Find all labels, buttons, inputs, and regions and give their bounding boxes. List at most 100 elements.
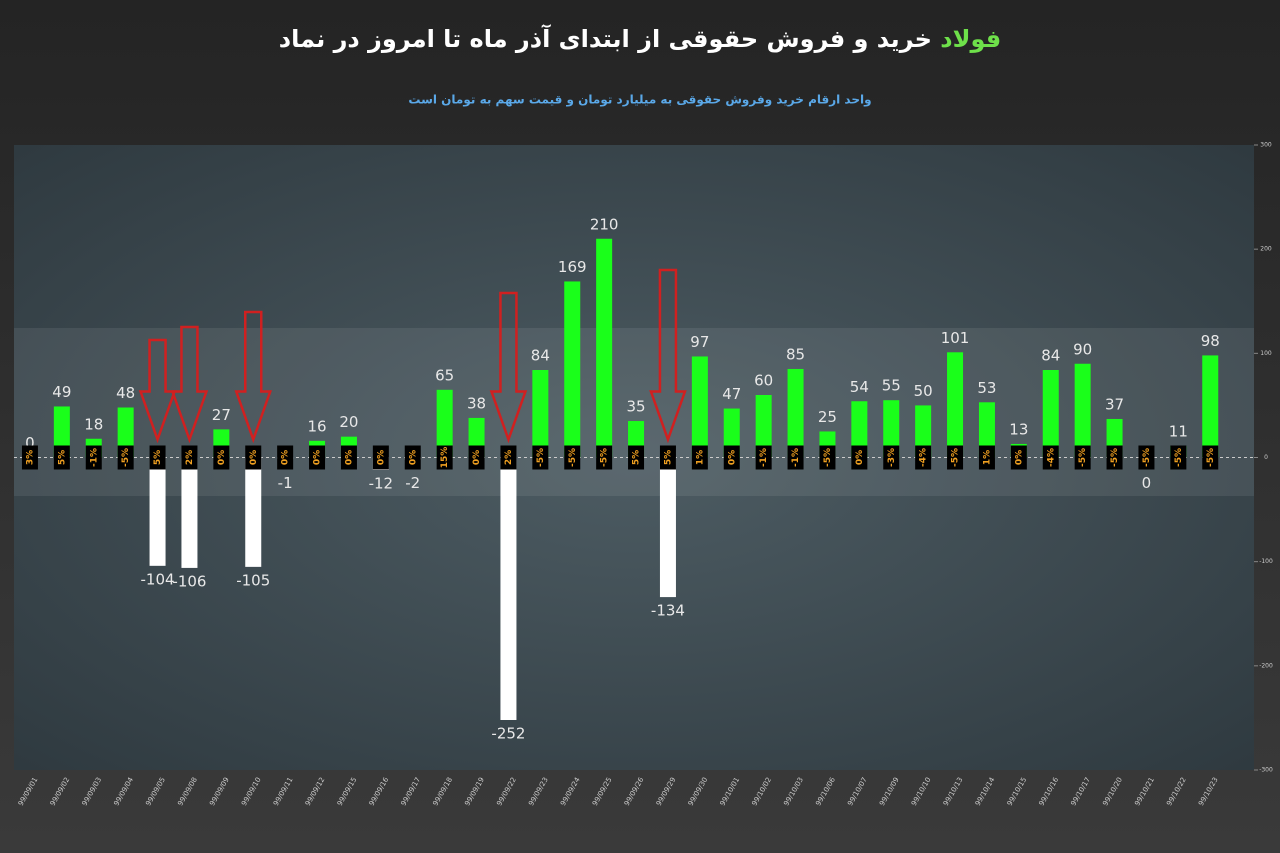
bar: [915, 405, 932, 458]
chart-subtitle: واحد ارقام خرید وفروش حقوقی به میلیارد ت…: [408, 93, 871, 108]
change-label: -4%: [1046, 448, 1056, 467]
change-box: [1138, 445, 1155, 470]
change-box: [1170, 445, 1187, 470]
data-label: 60: [754, 372, 773, 390]
chart-title: فولاد خرید و فروش حقوقی از ابتدای آذر ما…: [279, 24, 1001, 53]
change-box: [1202, 445, 1219, 470]
change-box: [436, 445, 453, 470]
y-tick-label: -200: [1259, 662, 1273, 669]
data-label: 37: [1105, 395, 1124, 413]
change-box: [532, 445, 549, 470]
bar: [181, 457, 198, 568]
change-label: -4%: [919, 448, 929, 467]
change-box: [117, 445, 134, 470]
change-label: 5%: [663, 450, 673, 465]
data-label: -105: [236, 571, 270, 589]
data-label: -134: [651, 602, 685, 620]
bar: [787, 368, 804, 458]
arrow: [138, 338, 177, 444]
data-label: 85: [786, 345, 805, 363]
arrows: [138, 268, 687, 444]
change-box: [181, 445, 198, 470]
data-label: 27: [212, 406, 231, 424]
y-tick-label: -300: [1259, 767, 1273, 774]
data-label: 169: [558, 258, 587, 276]
change-label: 0%: [344, 450, 354, 465]
data-label: 55: [882, 377, 901, 395]
y-tick-label: 300: [1260, 142, 1272, 149]
change-label: 0%: [472, 450, 482, 465]
data-label: 16: [308, 417, 327, 435]
data-label: 35: [627, 398, 646, 416]
change-label: 1%: [695, 450, 705, 465]
y-tick-label: 100: [1260, 350, 1272, 357]
change-box: [723, 445, 740, 470]
data-label: 54: [850, 378, 869, 396]
change-box: [1042, 445, 1059, 470]
change-box: [21, 445, 38, 470]
change-box: [245, 445, 262, 470]
change-box: [691, 445, 708, 470]
change-label: 0%: [727, 450, 737, 465]
change-box: [755, 445, 772, 470]
change-label: -5%: [536, 448, 546, 467]
data-label: -12: [369, 475, 394, 493]
change-box: [85, 445, 102, 470]
change-box: [819, 445, 836, 470]
bar: [149, 457, 166, 566]
change-label: -5%: [951, 448, 961, 467]
change-box: [1106, 445, 1123, 470]
change-label: 0%: [249, 450, 259, 465]
change-box: [659, 445, 676, 470]
change-label: -5%: [1142, 448, 1152, 467]
change-box: [883, 445, 900, 470]
change-box: [213, 445, 230, 470]
change-label: -5%: [823, 448, 833, 467]
data-label: 53: [977, 379, 996, 397]
change-label: 2%: [185, 450, 195, 465]
data-label: 98: [1201, 332, 1220, 350]
change-label: 0%: [313, 450, 323, 465]
data-label: 0: [1142, 474, 1152, 492]
bar: [1074, 363, 1091, 458]
change-box: [468, 445, 485, 470]
change-label: 15%: [440, 447, 450, 469]
bar: [117, 407, 134, 458]
change-label: 0%: [408, 450, 418, 465]
change-label: -5%: [568, 448, 578, 467]
arrow: [234, 310, 273, 444]
bar: [245, 457, 262, 567]
change-box: [915, 445, 932, 470]
bar: [978, 402, 995, 458]
data-label: 49: [52, 383, 71, 401]
change-label: -5%: [121, 448, 131, 467]
data-label: -1: [278, 474, 293, 492]
change-box: [628, 445, 645, 470]
change-box: [978, 445, 995, 470]
change-label: -3%: [887, 448, 897, 467]
change-box: [149, 445, 166, 470]
y-tick-label: 0: [1264, 454, 1268, 461]
data-label: 47: [722, 385, 741, 403]
change-box: [53, 445, 70, 470]
y-tick-label: -100: [1259, 558, 1273, 565]
change-label: 0%: [217, 450, 227, 465]
data-label: 101: [941, 329, 970, 347]
change-box: [404, 445, 421, 470]
change-label: -5%: [1110, 448, 1120, 467]
arrow: [489, 291, 528, 444]
change-label: 5%: [632, 450, 642, 465]
data-label: 84: [531, 347, 550, 365]
change-label: 2%: [504, 450, 514, 465]
data-label: 13: [1009, 420, 1028, 438]
change-label: -1%: [759, 448, 769, 467]
change-box: [1074, 445, 1091, 470]
bar: [883, 400, 900, 458]
change-box: [500, 445, 517, 470]
change-label: -5%: [1206, 448, 1216, 467]
change-label: 5%: [153, 450, 163, 465]
data-label: 0: [25, 434, 35, 452]
data-label: -104: [141, 570, 175, 588]
data-label: 18: [84, 415, 103, 433]
data-label: 65: [435, 366, 454, 384]
